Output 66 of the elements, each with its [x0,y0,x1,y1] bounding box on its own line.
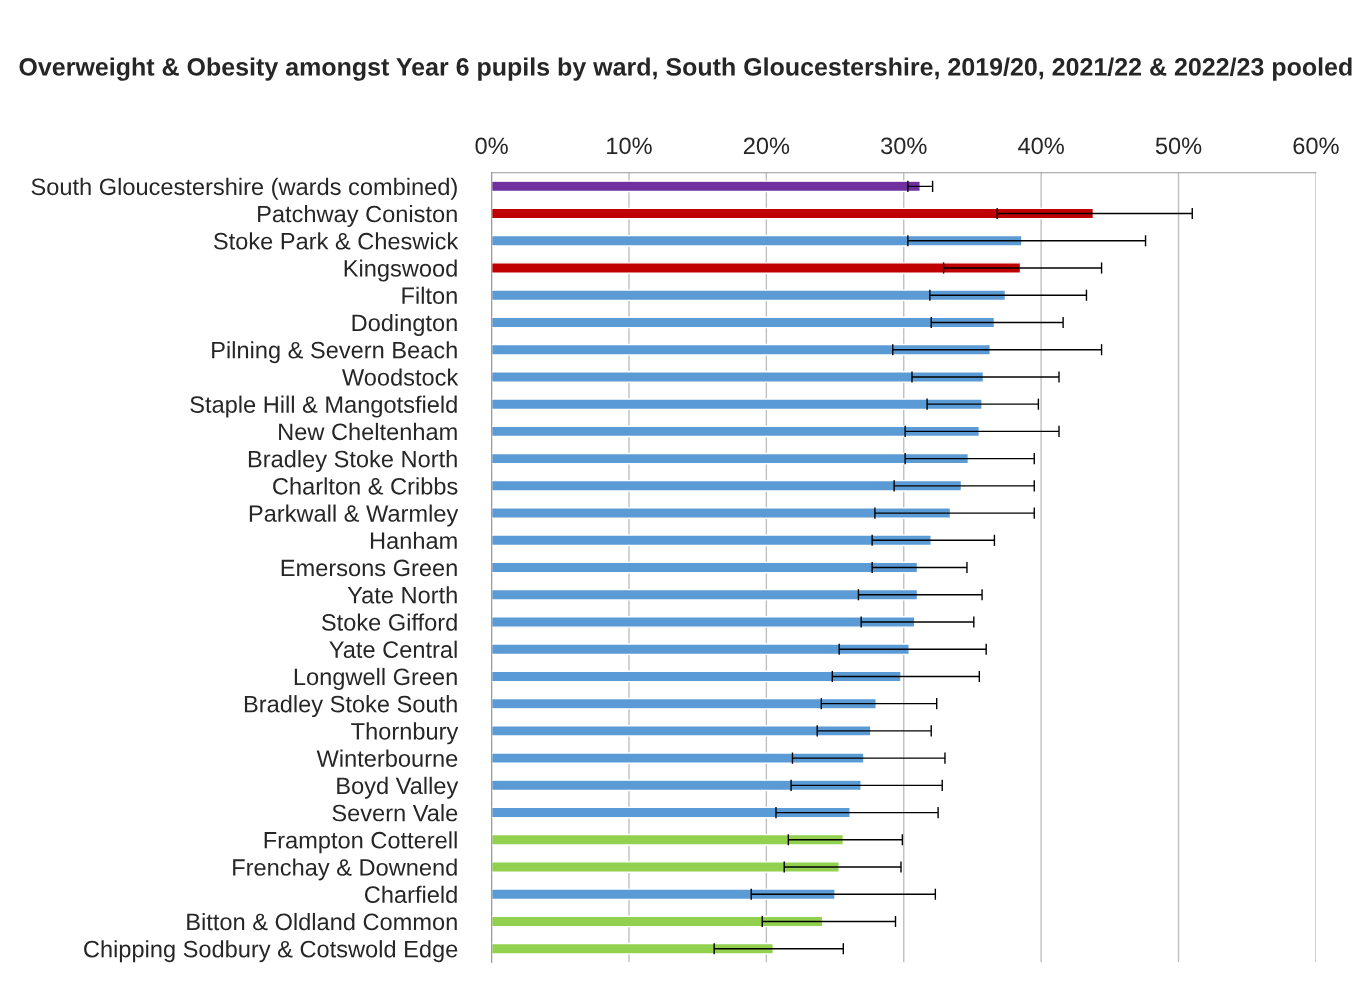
y-tick-label: Staple Hill & Mangotsfield [190,395,457,418]
y-tick-label: Parkwall & Warmley [249,504,459,527]
y-tick-label: Charlton & Cribbs [273,477,458,495]
bar [491,289,1007,302]
bar [491,643,910,656]
y-tick-label: Emersons Green [281,559,457,577]
y-tick-label: South Gloucestershire (wards combined) [31,177,457,200]
y-tick-label: Filton [402,286,457,305]
bar [491,371,985,383]
y-tick-label: Patchway Coniston [258,205,457,228]
y-tick-label: Stoke Park & Cheswick [213,232,459,250]
bar [491,262,1022,274]
y-tick-label: Frampton Cotterell [264,831,457,854]
y-tick-label: Severn Vale [332,804,458,822]
bar [491,833,844,846]
bar [491,752,865,764]
bar [491,725,872,737]
y-tick-label: Bradley Stoke North [248,450,457,473]
bar [491,534,932,547]
y-tick-label: Thornbury [351,722,459,745]
bar [491,561,919,574]
x-tick-label: 40% [1018,137,1064,155]
x-tick-label: 30% [881,137,927,155]
bar [491,180,921,193]
x-tick-label: 50% [1155,137,1202,155]
bar [491,207,1095,220]
bar [491,670,902,683]
y-tick-label: Boyd Valley [337,776,459,799]
bar [491,806,851,819]
x-tick-label: 10% [607,137,652,155]
bar [491,398,983,411]
x-tick-label: 20% [743,137,790,155]
y-tick-label: Hanham [370,531,457,550]
bar [491,234,1023,247]
chart-title: Overweight & Obesity amongst Year 6 pupils by ward, South Gloucestershire, 2019/20, 2021/22 & 2022/23 pooled [19,57,1352,81]
bar [491,915,824,928]
bar [491,779,862,792]
x-tick-label: 0% [475,137,508,155]
y-tick-label: Winterbourne [316,749,458,767]
y-tick-label: Yate North [347,586,457,604]
y-tick-label: Kingswood [344,259,457,282]
y-tick-label: Dodington [352,313,457,336]
bar [491,343,991,356]
y-tick-label: Woodstock [342,368,459,386]
bar [491,616,916,628]
bar [491,479,963,492]
bar [491,588,919,601]
y-tick-label: Bradley Stoke South [244,695,457,718]
y-tick-label: Longwell Green [294,667,457,690]
bar [491,888,836,901]
y-tick-label: Stoke Gifford [321,613,457,631]
bar [491,452,970,465]
y-tick-label: Frenchay & Downend [233,858,457,881]
bar [491,316,996,329]
bar [491,861,840,873]
y-tick-label: Charfield [364,885,457,904]
bar [491,697,877,710]
y-tick-label: Chipping Sodbury & Cotswold Edge [84,940,458,963]
y-tick-label: Yate Central [329,640,457,658]
x-tick-label: 60% [1293,137,1339,155]
bar [491,942,774,955]
y-tick-label: Pilning & Severn Beach [212,341,457,364]
bar [491,507,952,519]
y-tick-label: New Cheltenham [279,422,457,441]
bar [491,425,981,438]
y-tick-label: Bitton & Oldland Common [187,912,457,931]
